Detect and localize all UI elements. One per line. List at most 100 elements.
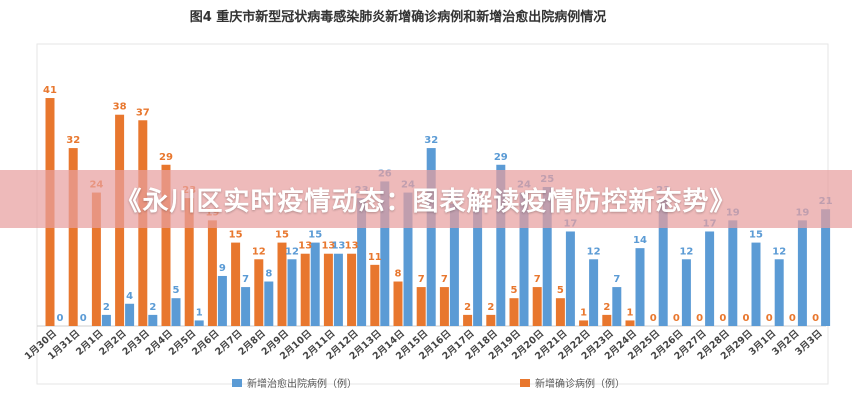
bar-discharged: [426, 148, 436, 326]
value-label-discharged: 1: [196, 307, 203, 318]
value-label-confirmed: 5: [557, 285, 564, 296]
bar-confirmed: [184, 198, 194, 326]
overlay-banner: 《永川区实时疫情动态：图表解读疫情防控新态势》: [0, 170, 852, 228]
value-label-confirmed: 37: [136, 107, 150, 118]
overlay-banner-text: 《永川区实时疫情动态：图表解读疫情防控新态势》: [115, 186, 737, 217]
bar-discharged: [449, 203, 459, 326]
value-label-confirmed: 0: [766, 313, 773, 324]
value-label-confirmed: 2: [487, 302, 494, 313]
value-label-discharged: 2: [103, 302, 110, 313]
value-label-discharged: 7: [242, 274, 249, 285]
bar-discharged: [101, 314, 111, 326]
value-label-confirmed: 1: [580, 307, 587, 318]
legend-label: 新增确诊病例（例）: [535, 377, 625, 390]
bar-confirmed: [602, 314, 612, 326]
bar-confirmed: [463, 314, 473, 326]
legend: 新增治愈出院病例（例） 新增确诊病例（例）: [232, 377, 625, 390]
bar-discharged: [310, 242, 320, 326]
bar-discharged: [774, 259, 784, 326]
value-label-discharged: 7: [613, 274, 620, 285]
value-label-confirmed: 8: [395, 269, 402, 280]
bar-confirmed: [231, 242, 241, 326]
bar-discharged: [496, 164, 506, 326]
bar-confirmed: [91, 192, 101, 326]
bar-discharged: [241, 287, 251, 326]
value-label-discharged: 15: [749, 230, 763, 241]
value-label-confirmed: 11: [368, 252, 382, 263]
bar-discharged: [333, 253, 343, 326]
value-label-confirmed: 7: [418, 274, 425, 285]
value-label-discharged: 0: [80, 313, 87, 324]
value-label-confirmed: 32: [66, 135, 80, 146]
value-label-discharged: 12: [285, 246, 299, 257]
bar-confirmed: [393, 281, 403, 326]
value-label-confirmed: 0: [812, 313, 819, 324]
bar-discharged: [194, 320, 204, 326]
bar-confirmed: [532, 287, 542, 326]
value-label-confirmed: 13: [321, 241, 335, 252]
bar-confirmed: [161, 164, 171, 326]
bar-confirmed: [625, 320, 635, 326]
value-label-discharged: 8: [265, 269, 272, 280]
bar-discharged: [821, 209, 831, 326]
legend-label: 新增治愈出院病例（例）: [247, 377, 357, 390]
value-label-discharged: 32: [424, 135, 438, 146]
value-label-discharged: 14: [633, 235, 647, 246]
value-label-confirmed: 2: [464, 302, 471, 313]
value-label-discharged: 15: [308, 230, 322, 241]
value-label-confirmed: 0: [673, 313, 680, 324]
x-tick-labels-layer: 1月30日1月31日2月1日2月2日2月3日2月4日2月5日2月6日2月7日2月…: [23, 328, 825, 362]
bar-discharged: [519, 192, 529, 326]
bar-discharged: [473, 203, 483, 326]
bar-confirmed: [486, 314, 496, 326]
value-label-confirmed: 15: [229, 230, 243, 241]
value-label-discharged: 5: [173, 285, 180, 296]
bar-discharged: [148, 314, 158, 326]
bar-discharged: [589, 259, 599, 326]
value-label-confirmed: 29: [159, 152, 173, 163]
bar-confirmed: [300, 253, 310, 326]
bar-confirmed: [254, 259, 264, 326]
value-label-confirmed: 1: [627, 307, 634, 318]
bar-discharged: [705, 231, 715, 326]
bar-discharged: [565, 231, 575, 326]
bar-confirmed: [439, 287, 449, 326]
bar-confirmed: [207, 220, 217, 326]
bar-confirmed: [509, 298, 519, 326]
value-label-discharged: 2: [149, 302, 156, 313]
value-label-discharged: 13: [331, 241, 345, 252]
value-label-confirmed: 0: [650, 313, 657, 324]
bar-discharged: [287, 259, 297, 326]
bar-discharged: [751, 242, 761, 326]
bar-discharged: [380, 181, 390, 326]
value-label-confirmed: 2: [603, 302, 610, 313]
bar-discharged: [797, 220, 807, 326]
bar-discharged: [542, 187, 552, 326]
bar-discharged: [635, 248, 645, 326]
bar-confirmed: [416, 287, 426, 326]
bar-confirmed: [68, 148, 78, 326]
value-label-confirmed: 0: [719, 313, 726, 324]
value-label-confirmed: 41: [43, 85, 57, 96]
bar-confirmed: [347, 253, 357, 326]
bar-discharged: [125, 303, 135, 326]
legend-swatch: [232, 379, 242, 387]
value-label-discharged: 12: [679, 246, 693, 257]
bar-discharged: [217, 275, 227, 326]
value-label-confirmed: 7: [534, 274, 541, 285]
value-label-discharged: 0: [57, 313, 64, 324]
value-label-confirmed: 0: [696, 313, 703, 324]
bar-discharged: [171, 298, 181, 326]
bar-discharged: [264, 281, 274, 326]
bar-discharged: [357, 198, 367, 326]
bar-confirmed: [277, 242, 287, 326]
bar-confirmed: [579, 320, 589, 326]
bar-confirmed: [555, 298, 565, 326]
value-label-confirmed: 12: [252, 246, 266, 257]
chart-title: 图4 重庆市新型冠状病毒感染肺炎新增确诊病例和新增治愈出院病例情况: [190, 9, 607, 25]
bar-confirmed: [370, 264, 380, 326]
value-label-discharged: 29: [494, 152, 508, 163]
value-label-discharged: 12: [587, 246, 601, 257]
value-label-confirmed: 0: [789, 313, 796, 324]
value-label-confirmed: 15: [275, 230, 289, 241]
